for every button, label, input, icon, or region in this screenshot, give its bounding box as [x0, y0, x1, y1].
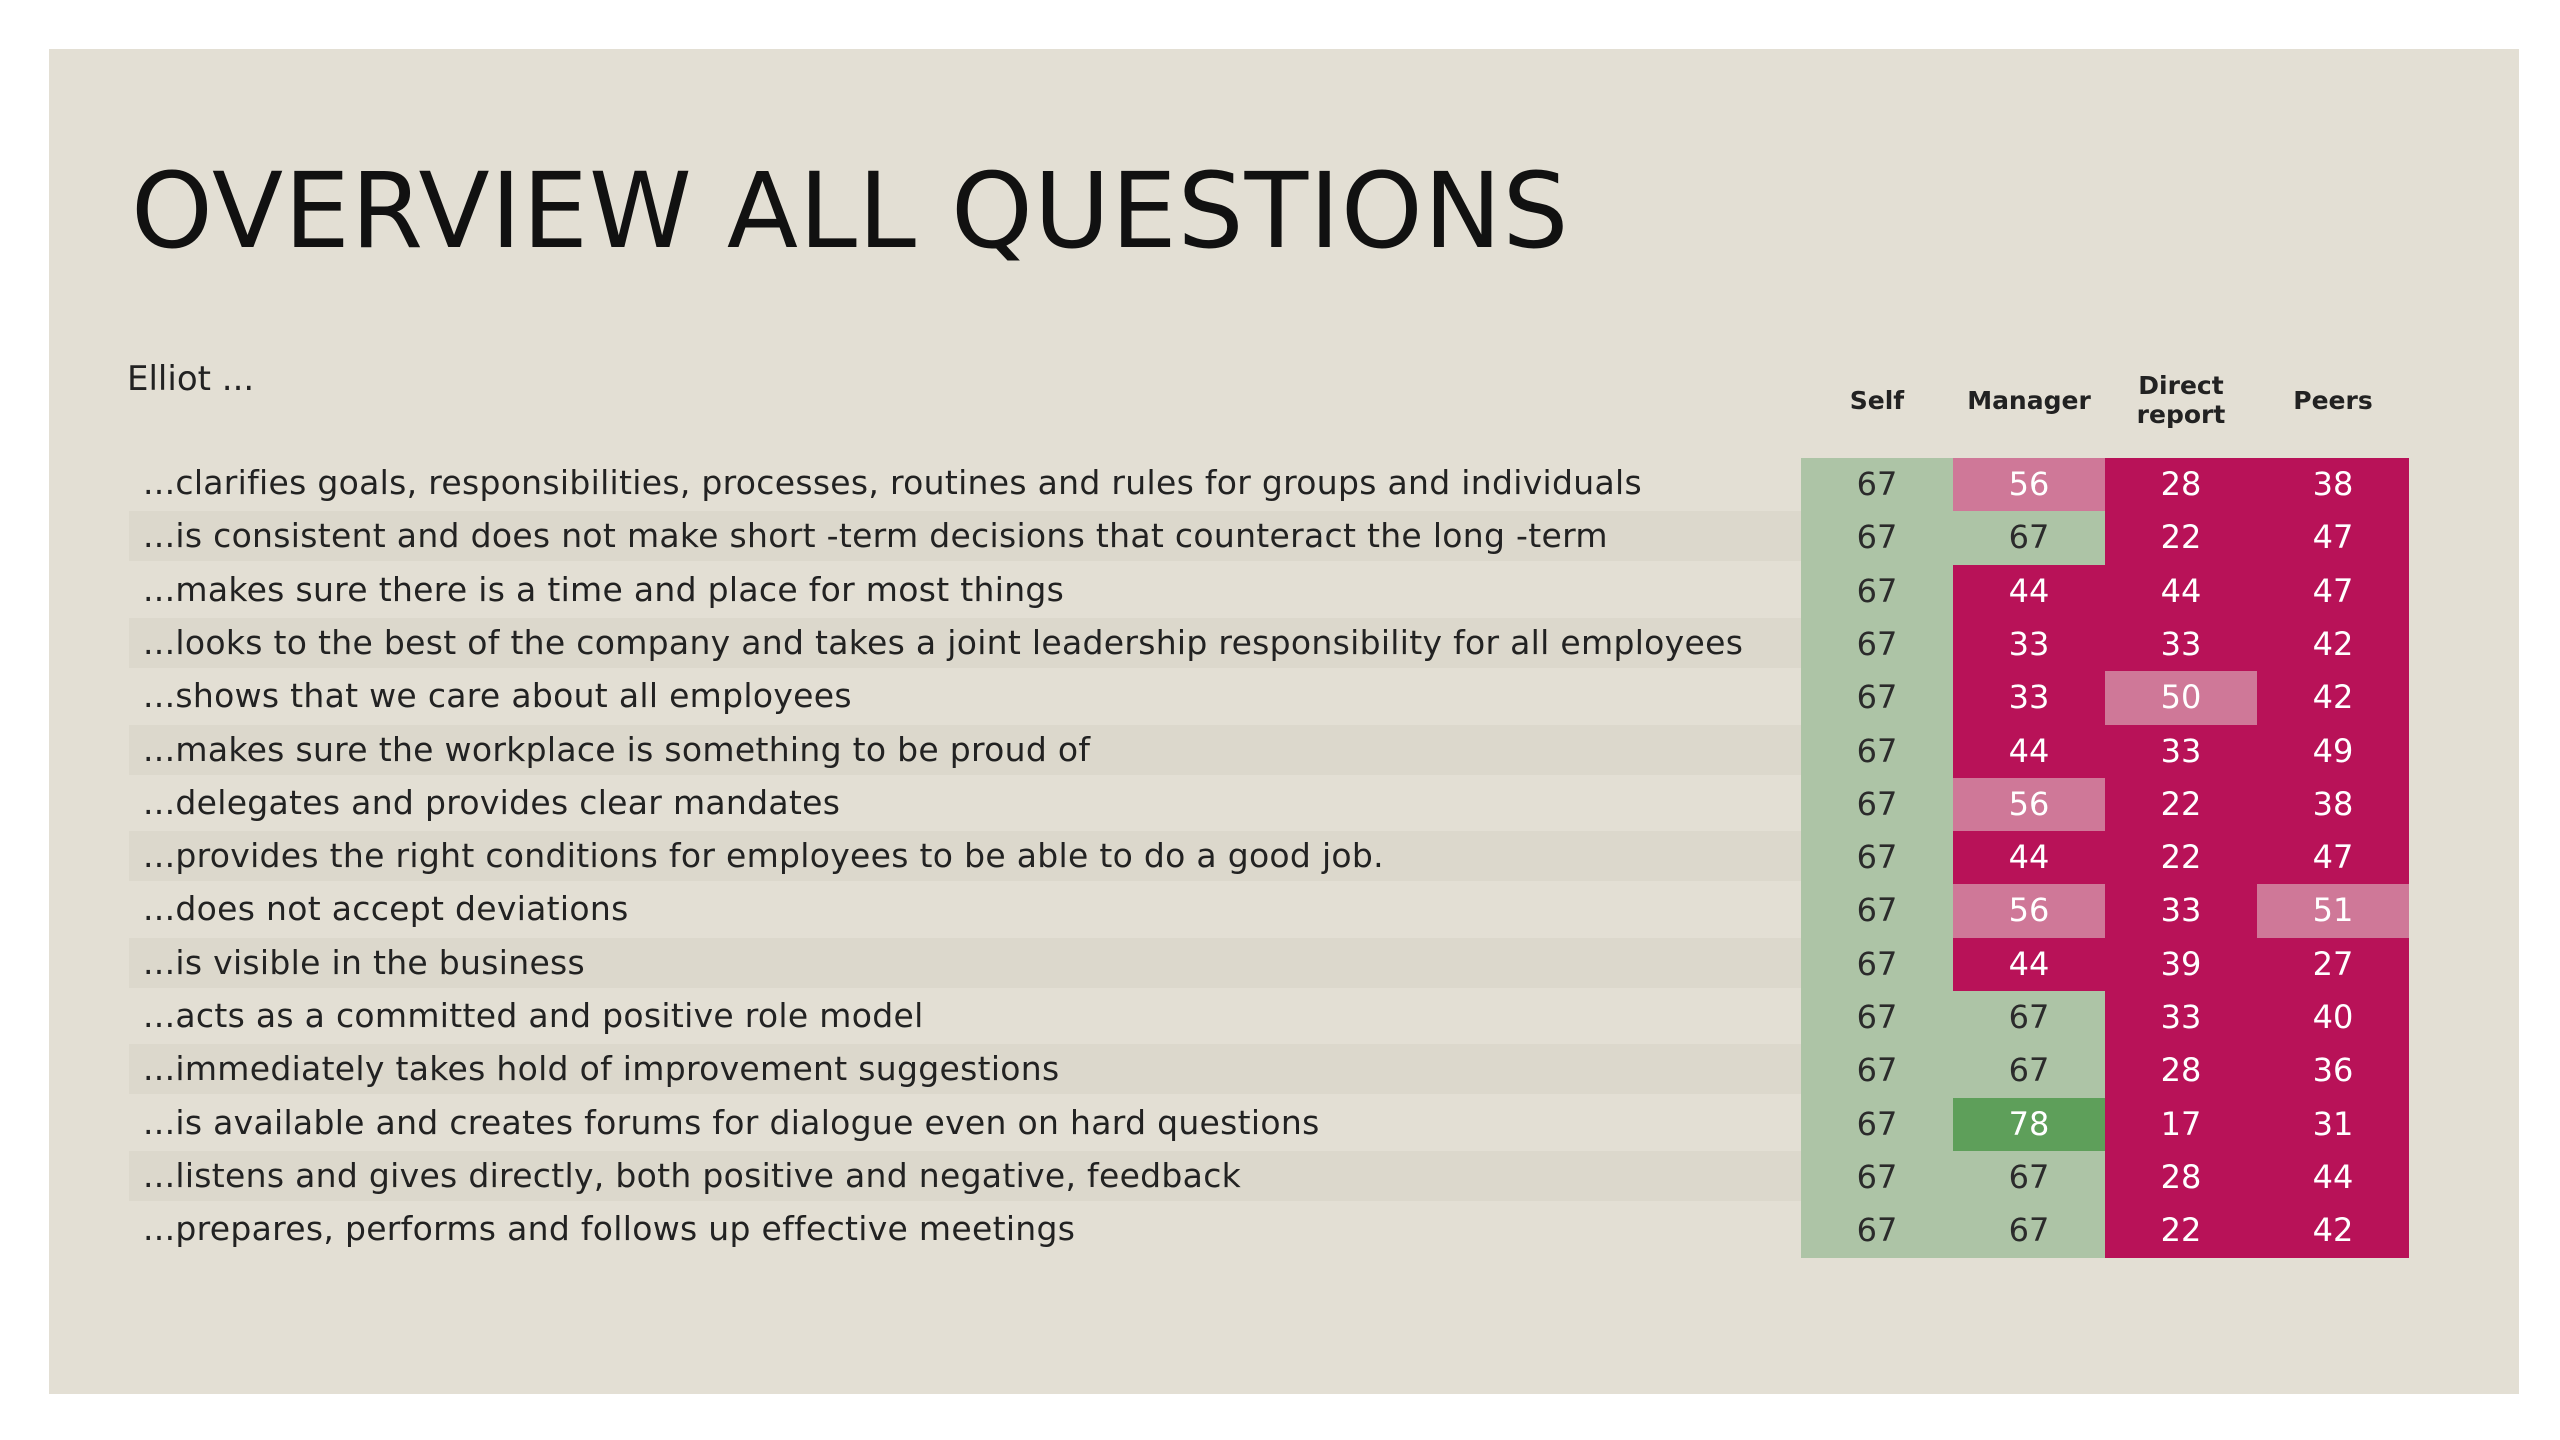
score-cell: 40 [2257, 991, 2409, 1045]
question-label: ...is visible in the business [129, 937, 1839, 988]
question-label: ...listens and gives directly, both posi… [129, 1150, 1839, 1201]
score-cell: 33 [2105, 724, 2257, 779]
question-label: ...does not accept deviations [143, 889, 629, 929]
score-cell: 56 [1953, 884, 2105, 939]
score-cell: 44 [1953, 937, 2105, 992]
score-cell: 67 [1801, 511, 1953, 566]
score-cell: 51 [2257, 884, 2409, 939]
column-header: Self [1849, 385, 1905, 415]
score-cell: 47 [2257, 831, 2409, 885]
score-cell: 33 [2105, 617, 2257, 672]
score-cell: 36 [2257, 1044, 2409, 1099]
question-label: ...prepares, performs and follows up eff… [143, 1209, 1076, 1249]
score-cell: 50 [2105, 671, 2257, 726]
subject-label: Elliot ... [127, 359, 255, 399]
score-cell: 22 [2105, 511, 2257, 566]
score-cell: 33 [1953, 671, 2105, 726]
score-cell: 44 [1953, 724, 2105, 779]
score-cell: 33 [2105, 991, 2257, 1045]
score-cell: 67 [1801, 1044, 1953, 1099]
score-cell: 31 [2257, 1097, 2409, 1152]
slide: OVERVIEW ALL QUESTIONS Elliot ... Self Ma… [49, 49, 2519, 1394]
score-cell: 67 [1801, 1204, 1953, 1259]
score-cell: 28 [2105, 1150, 2257, 1205]
score-cell: 67 [1801, 724, 1953, 779]
score-cell: 56 [1953, 777, 2105, 832]
score-cell: 78 [1953, 1097, 2105, 1152]
score-cell: 67 [1953, 511, 2105, 566]
score-cell: 67 [1801, 937, 1953, 992]
score-cell: 28 [2105, 458, 2257, 512]
score-cell: 17 [2105, 1097, 2257, 1152]
score-cell: 22 [2105, 831, 2257, 885]
score-cell: 33 [2105, 884, 2257, 939]
score-cell: 67 [1801, 777, 1953, 832]
question-label: ...acts as a committed and positive role… [143, 996, 924, 1035]
score-cell: 67 [1801, 1097, 1953, 1152]
score-cell: 47 [2257, 564, 2409, 619]
score-cell: 67 [1801, 991, 1953, 1045]
score-cell: 44 [2105, 564, 2257, 619]
question-label: ...is available and creates forums for d… [143, 1102, 1320, 1142]
score-cell: 33 [1953, 617, 2105, 672]
score-cell: 27 [2257, 937, 2409, 992]
score-cell: 67 [1953, 1150, 2105, 1205]
question-label: ...makes sure there is a time and place … [143, 569, 1065, 609]
question-label: ...makes sure the workplace is something… [129, 724, 1839, 775]
score-cell: 56 [1953, 458, 2105, 512]
column-header: Direct report [2136, 371, 2226, 429]
score-cell: 44 [1953, 831, 2105, 885]
score-cell: 28 [2105, 1044, 2257, 1099]
score-cell: 47 [2257, 511, 2409, 566]
score-cell: 67 [1801, 831, 1953, 885]
question-label: ...is consistent and does not make short… [129, 511, 1839, 562]
score-cell: 67 [1801, 671, 1953, 726]
score-cell: 67 [1953, 991, 2105, 1045]
score-cell: 67 [1801, 564, 1953, 619]
score-cell: 67 [1953, 1044, 2105, 1099]
question-label: ...provides the right conditions for emp… [129, 831, 1839, 882]
column-header: Manager [1967, 385, 2091, 415]
page-title: OVERVIEW ALL QUESTIONS [131, 150, 1570, 272]
score-cell: 22 [2105, 777, 2257, 832]
score-cell: 38 [2257, 777, 2409, 832]
column-header: Peers [2293, 385, 2373, 415]
score-cell: 39 [2105, 937, 2257, 992]
question-label: ...looks to the best of the company and … [129, 617, 1839, 668]
score-cell: 44 [2257, 1150, 2409, 1205]
score-cell: 42 [2257, 1204, 2409, 1259]
score-cell: 67 [1801, 617, 1953, 672]
question-label: ...immediately takes hold of improvement… [129, 1044, 1839, 1095]
question-label: ...delegates and provides clear mandates [143, 782, 841, 822]
score-cell: 67 [1801, 458, 1953, 512]
question-label: ...clarifies goals, responsibilities, pr… [143, 463, 1642, 502]
score-cell: 22 [2105, 1204, 2257, 1259]
score-cell: 49 [2257, 724, 2409, 779]
score-cell: 67 [1953, 1204, 2105, 1259]
score-cell: 42 [2257, 671, 2409, 726]
score-cell: 38 [2257, 458, 2409, 512]
question-label: ...shows that we care about all employee… [143, 676, 852, 716]
score-cell: 67 [1801, 1150, 1953, 1205]
score-cell: 67 [1801, 884, 1953, 939]
score-cell: 42 [2257, 617, 2409, 672]
score-cell: 44 [1953, 564, 2105, 619]
